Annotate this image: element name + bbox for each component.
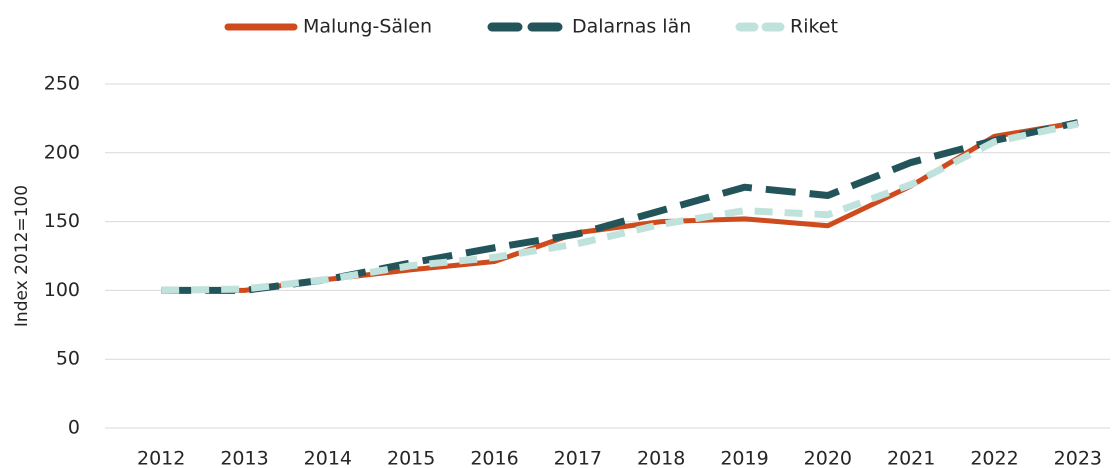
- x-tick-label: 2013: [220, 448, 268, 468]
- x-tick-label: 2020: [804, 448, 852, 468]
- y-tick-label: 150: [44, 210, 80, 232]
- legend-label: Dalarnas län: [572, 16, 691, 38]
- legend-label: Riket: [790, 16, 838, 38]
- y-tick-label: 250: [44, 73, 80, 95]
- y-tick-label: 200: [44, 141, 80, 163]
- x-tick-label: 2012: [137, 448, 185, 468]
- x-tick-label: 2022: [970, 448, 1018, 468]
- x-tick-label: 2017: [554, 448, 602, 468]
- x-tick-label: 2019: [720, 448, 768, 468]
- x-tick-label: 2016: [470, 448, 518, 468]
- x-tick-label: 2023: [1054, 448, 1102, 468]
- series-line: [161, 119, 1079, 294]
- legend-label: Malung-Sälen: [303, 16, 432, 38]
- series-line: [161, 120, 1079, 294]
- series-line: [161, 120, 1079, 293]
- y-tick-label: 100: [44, 279, 80, 301]
- x-tick-label: 2015: [387, 448, 435, 468]
- x-tick-label: 2014: [304, 448, 352, 468]
- y-tick-label: 0: [68, 417, 80, 439]
- y-axis-label: Index 2012=100: [12, 185, 32, 327]
- x-tick-label: 2021: [887, 448, 935, 468]
- x-tick-label: 2018: [637, 448, 685, 468]
- y-tick-label: 50: [56, 348, 80, 370]
